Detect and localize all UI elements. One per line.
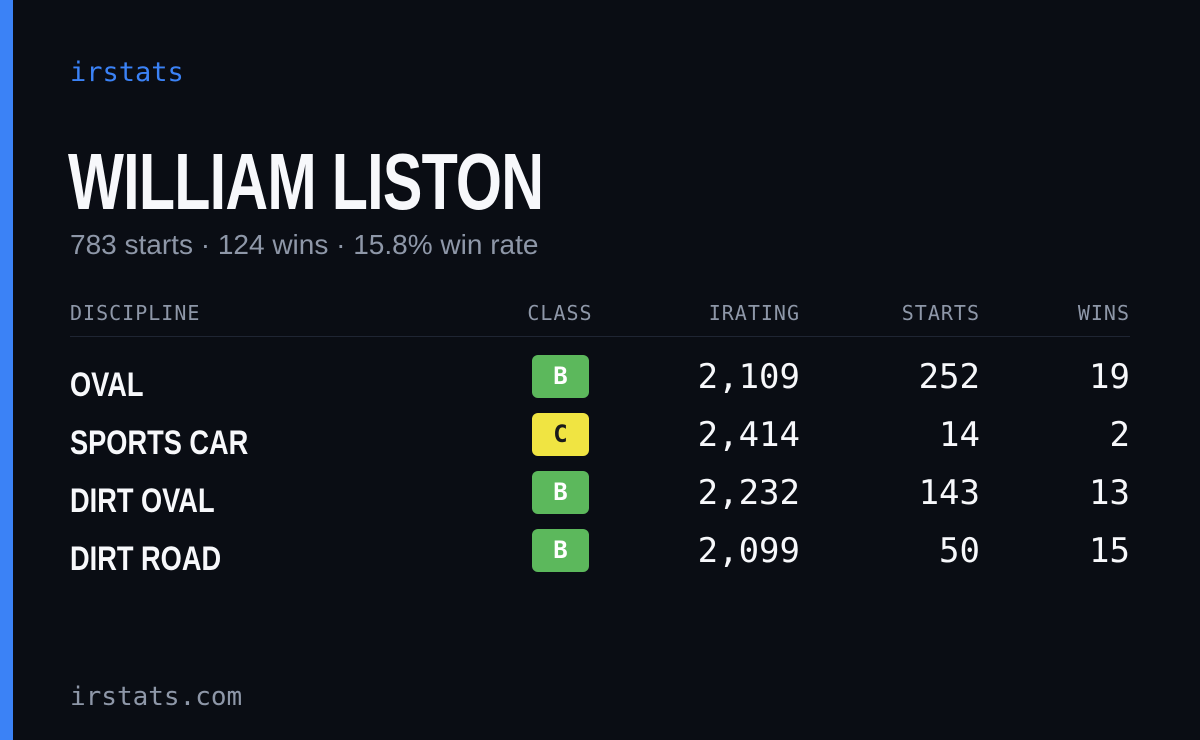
starts-value: 252 xyxy=(918,357,980,397)
table-row: OVAL B 2,109 252 19 xyxy=(70,353,1130,411)
player-name: WILLIAM LISTON xyxy=(68,137,544,226)
starts-value: 14 xyxy=(939,415,980,455)
table-body: OVAL B 2,109 252 19 SPORTS CAR C 2,414 1… xyxy=(70,353,1130,585)
stats-table: DISCIPLINE CLASS IRATING STARTS WINS OVA… xyxy=(70,296,1130,585)
wins-value: 19 xyxy=(1089,357,1130,397)
accent-bar xyxy=(0,0,13,740)
irating-value: 2,099 xyxy=(697,531,800,571)
header-irating: IRATING xyxy=(708,301,800,325)
irating-value: 2,109 xyxy=(697,357,800,397)
class-badge: C xyxy=(532,413,589,456)
wins-value: 15 xyxy=(1089,531,1130,571)
class-badge: B xyxy=(532,355,589,398)
starts-value: 50 xyxy=(939,531,980,571)
table-row: DIRT OVAL B 2,232 143 13 xyxy=(70,469,1130,527)
irating-value: 2,414 xyxy=(697,415,800,455)
footer-url: irstats.com xyxy=(70,682,243,712)
starts-value: 143 xyxy=(918,473,980,513)
discipline-name: DIRT ROAD xyxy=(70,540,222,578)
class-badge: B xyxy=(532,529,589,572)
irating-value: 2,232 xyxy=(697,473,800,513)
wins-value: 13 xyxy=(1089,473,1130,513)
discipline-name: DIRT OVAL xyxy=(70,482,215,520)
header-discipline: DISCIPLINE xyxy=(70,301,201,325)
table-row: DIRT ROAD B 2,099 50 15 xyxy=(70,527,1130,585)
header-starts: STARTS xyxy=(901,301,980,325)
header-wins: WINS xyxy=(1077,301,1130,325)
wins-value: 2 xyxy=(1109,415,1130,455)
discipline-name: SPORTS CAR xyxy=(70,424,249,462)
brand-logo: irstats xyxy=(70,57,184,88)
class-badge: B xyxy=(532,471,589,514)
player-summary: 783 starts · 124 wins · 15.8% win rate xyxy=(70,229,539,260)
table-header: DISCIPLINE CLASS IRATING STARTS WINS xyxy=(70,296,1130,337)
header-class: CLASS xyxy=(527,301,593,325)
discipline-name: OVAL xyxy=(70,366,144,404)
table-row: SPORTS CAR C 2,414 14 2 xyxy=(70,411,1130,469)
